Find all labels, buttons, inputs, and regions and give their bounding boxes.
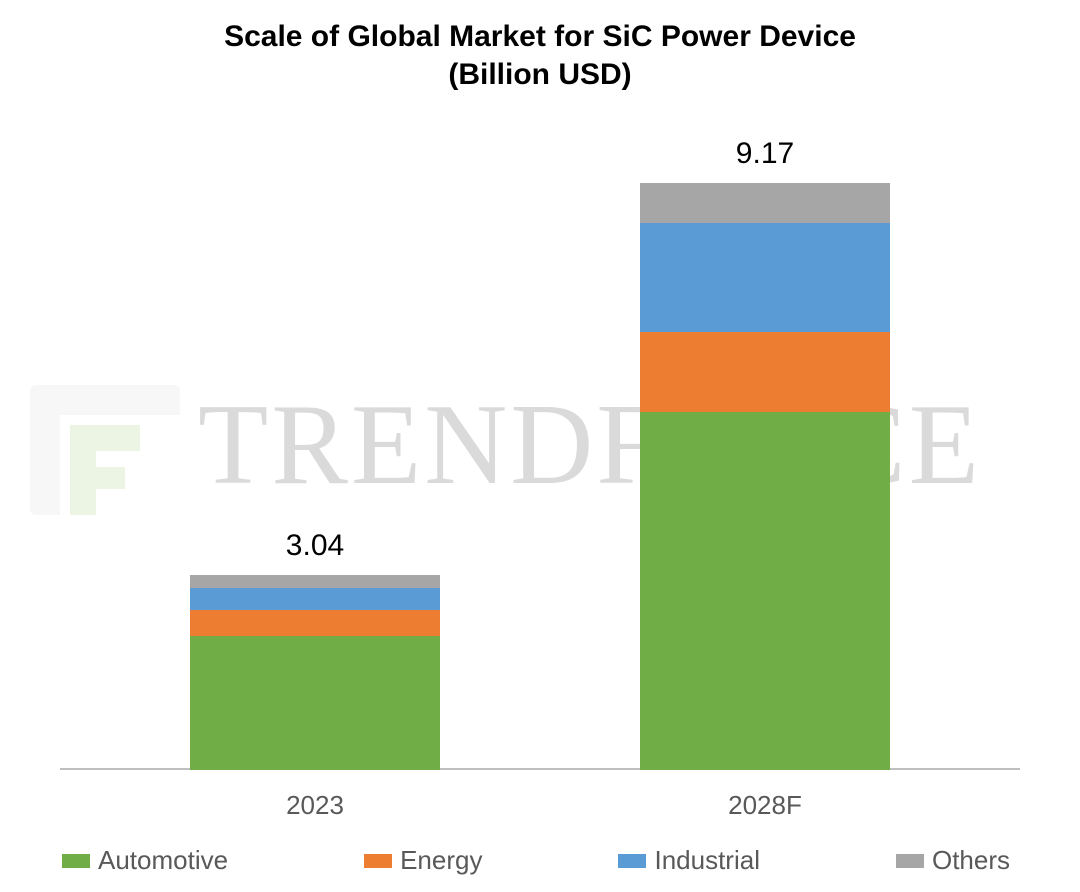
segment-automotive [640, 412, 890, 770]
bar-total-label: 3.04 [190, 529, 440, 563]
legend-swatch [618, 854, 646, 868]
chart-title-line1: Scale of Global Market for SiC Power Dev… [0, 18, 1080, 56]
legend-label: Others [932, 845, 1010, 876]
bar-total-label: 9.17 [640, 137, 890, 171]
legend-item-automotive: Automotive [62, 845, 228, 876]
segment-industrial [640, 223, 890, 332]
legend-swatch [62, 854, 90, 868]
segment-others [640, 183, 890, 223]
chart-plot-area: 3.04 9.17 [60, 130, 1020, 770]
legend-item-energy: Energy [364, 845, 482, 876]
chart-plot: 3.04 9.17 [60, 130, 1020, 770]
bar-2028F: 9.17 [640, 183, 890, 770]
segment-energy [190, 610, 440, 636]
segment-energy [640, 332, 890, 412]
legend-label: Energy [400, 845, 482, 876]
legend-item-industrial: Industrial [618, 845, 760, 876]
legend-swatch [364, 854, 392, 868]
segment-industrial [190, 588, 440, 610]
x-label: 2023 [190, 790, 440, 821]
legend-label: Automotive [98, 845, 228, 876]
chart-legend: Automotive Energy Industrial Others [60, 845, 1020, 876]
chart-title-line2: (Billion USD) [0, 56, 1080, 94]
x-label: 2028F [640, 790, 890, 821]
legend-item-others: Others [896, 845, 1010, 876]
segment-others [190, 575, 440, 588]
legend-swatch [896, 854, 924, 868]
bar-2023: 3.04 [190, 575, 440, 770]
chart-title: Scale of Global Market for SiC Power Dev… [0, 0, 1080, 93]
segment-automotive [190, 636, 440, 770]
legend-label: Industrial [654, 845, 760, 876]
